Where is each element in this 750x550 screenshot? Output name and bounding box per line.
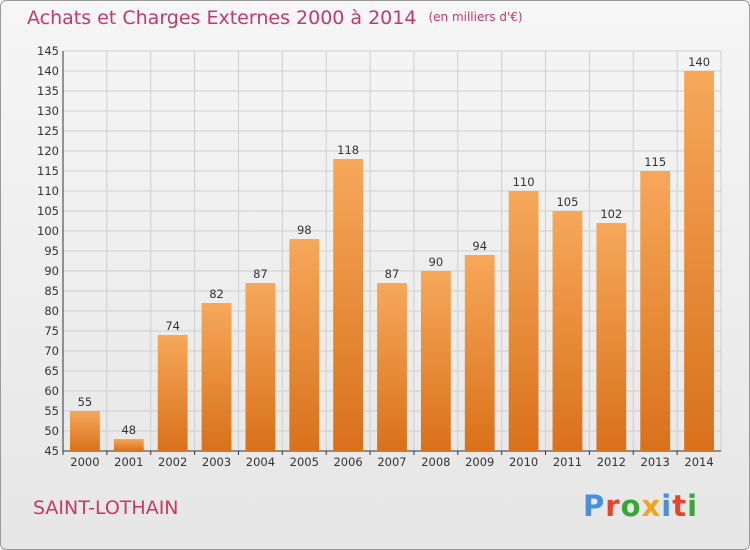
value-label: 55 (78, 395, 93, 409)
labels: 45 50 55 60 65 70 75 80 85 90 95 100 105 110 115 120 125… (37, 44, 714, 469)
bar (684, 71, 714, 451)
y-tick-label: 120 (37, 144, 59, 158)
y-tick-label: 55 (44, 404, 59, 418)
y-tick-label: 130 (37, 104, 59, 118)
x-tick-label: 2005 (290, 455, 319, 469)
logo-letter: i (687, 489, 699, 523)
x-tick-label: 2011 (553, 455, 582, 469)
bar (157, 335, 188, 451)
logo-letter: P (583, 489, 606, 523)
logo-letter: r (605, 489, 621, 523)
value-label: 102 (600, 207, 622, 221)
value-label: 110 (513, 175, 535, 189)
logo-letter: i (661, 489, 673, 523)
y-tick-label: 110 (37, 184, 59, 198)
y-tick-label: 140 (37, 64, 59, 78)
value-label: 140 (688, 55, 710, 69)
y-tick-label: 90 (44, 264, 59, 278)
bar (552, 211, 583, 451)
y-tick-label: 50 (44, 424, 59, 438)
x-tick-label: 2013 (641, 455, 670, 469)
logo-letter: t (672, 489, 688, 523)
bar (464, 255, 495, 451)
x-tick-label: 2004 (246, 455, 275, 469)
y-tick-label: 65 (44, 364, 59, 378)
y-tick-label: 95 (44, 244, 59, 258)
x-tick-label: 2000 (70, 455, 99, 469)
x-tick-label: 2008 (421, 455, 450, 469)
value-label: 90 (429, 255, 444, 269)
x-tick-label: 2014 (684, 455, 713, 469)
value-label: 94 (472, 239, 487, 253)
logo-letter: x (641, 489, 662, 523)
x-tick-label: 2009 (465, 455, 494, 469)
x-tick-label: 2002 (158, 455, 187, 469)
chart-title-text: Achats et Charges Externes 2000 à 2014 (27, 7, 417, 29)
bar (420, 271, 451, 451)
y-tick-label: 145 (37, 44, 59, 58)
bars (70, 71, 714, 451)
bar (377, 283, 407, 451)
value-label: 115 (644, 155, 666, 169)
value-label: 98 (297, 223, 312, 237)
y-tick-label: 85 (44, 284, 59, 298)
chart-title: Achats et Charges Externes 2000 à 2014 (e… (27, 7, 523, 29)
proxiti-logo: Proxiti (583, 489, 698, 523)
bar (70, 411, 100, 451)
y-tick-label: 125 (37, 124, 59, 138)
bar (333, 159, 364, 451)
value-label: 87 (385, 267, 400, 281)
y-tick-label: 115 (37, 164, 59, 178)
value-label: 48 (121, 423, 136, 437)
x-tick-label: 2012 (597, 455, 626, 469)
bar (640, 171, 671, 451)
y-tick-label: 135 (37, 84, 59, 98)
value-label: 74 (165, 319, 180, 333)
x-tick-label: 2001 (114, 455, 143, 469)
location-name: SAINT-LOTHAIN (33, 497, 179, 519)
bar (596, 223, 627, 451)
bar (245, 283, 276, 451)
x-tick-label: 2007 (377, 455, 406, 469)
y-tick-label: 80 (44, 304, 59, 318)
value-label: 105 (556, 195, 578, 209)
chart-subtitle: (en milliers d'€) (428, 10, 523, 24)
y-tick-label: 100 (37, 224, 59, 238)
bar (201, 303, 232, 451)
x-tick-label: 2003 (202, 455, 231, 469)
logo-letter: o (620, 489, 642, 523)
value-label: 82 (209, 287, 224, 301)
x-tick-label: 2006 (333, 455, 362, 469)
x-tick-label: 2010 (509, 455, 538, 469)
bar (289, 239, 320, 451)
value-label: 118 (337, 143, 359, 157)
y-tick-label: 45 (44, 444, 59, 458)
y-tick-label: 60 (44, 384, 59, 398)
y-tick-label: 70 (44, 344, 59, 358)
y-tick-label: 105 (37, 204, 59, 218)
y-tick-label: 75 (44, 324, 59, 338)
value-label: 87 (253, 267, 268, 281)
bar (113, 439, 144, 451)
bar (508, 191, 539, 451)
